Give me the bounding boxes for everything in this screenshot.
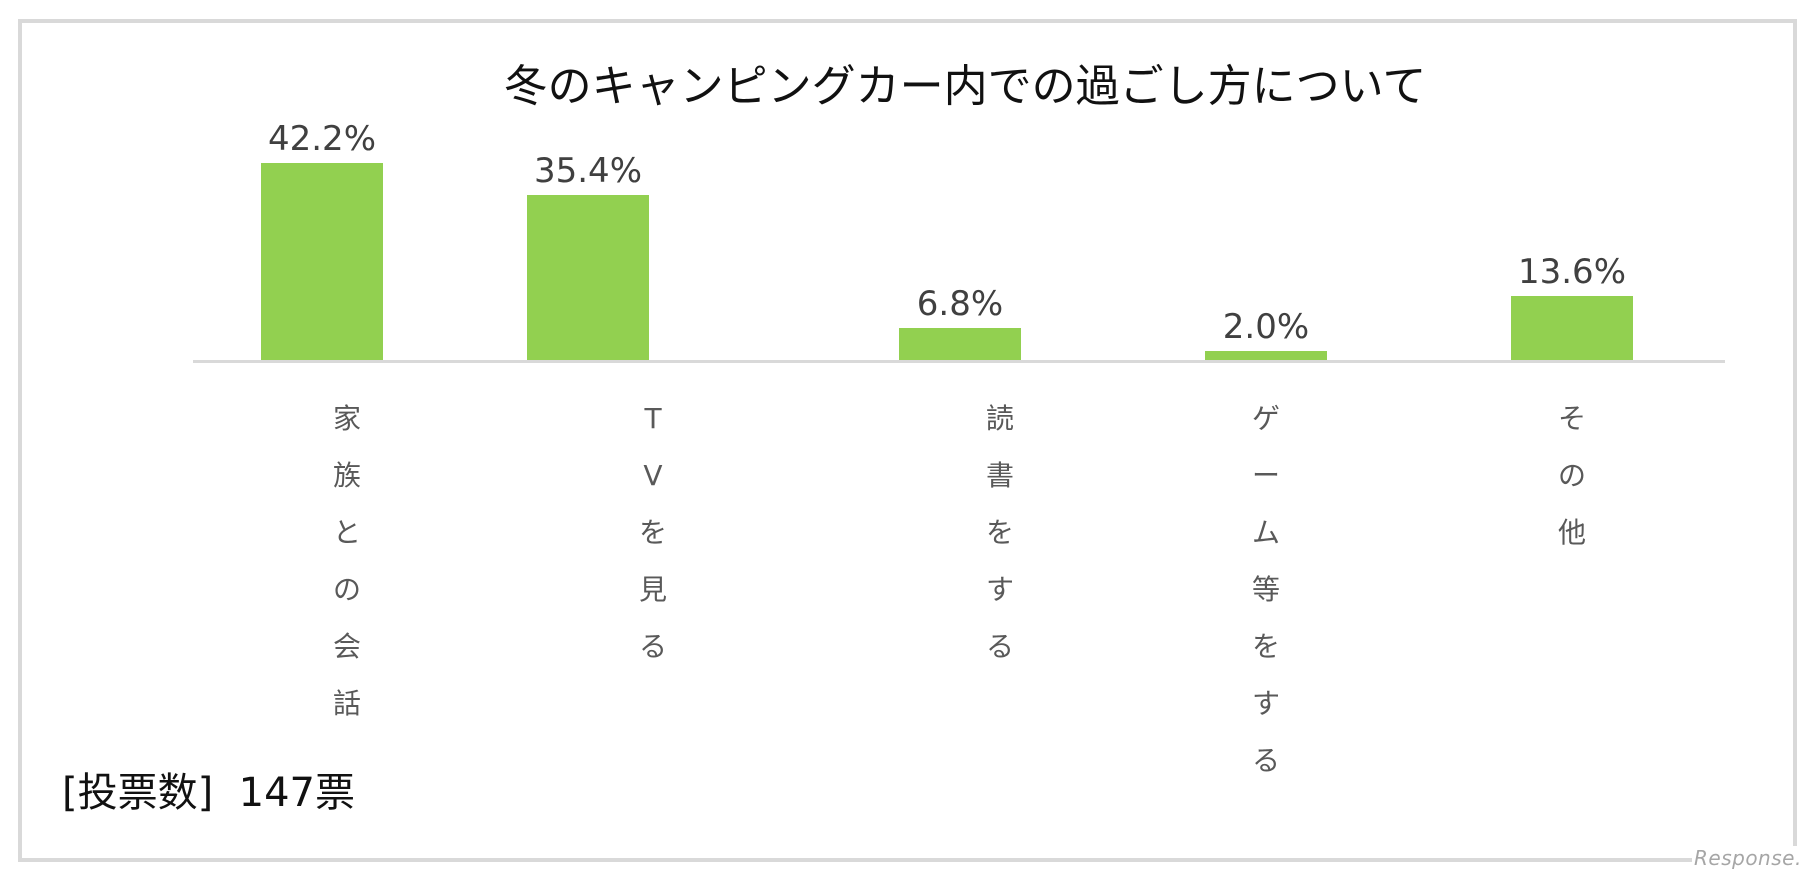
bar	[899, 328, 1021, 360]
bar	[1511, 296, 1633, 360]
category-label-char: 会	[332, 630, 361, 663]
bar	[527, 195, 649, 360]
category-label-char: 書	[985, 459, 1014, 492]
category-label: 読書をする	[970, 390, 1030, 675]
category-label-char: 話	[332, 687, 361, 720]
category-label-char: 等	[1251, 573, 1280, 606]
bar-value-label: 42.2%	[267, 119, 376, 159]
chart-title: 冬のキャンピングカー内での過ごし方について	[503, 61, 1427, 112]
response-watermark: Response.	[1692, 846, 1804, 870]
category-label-char: 家	[332, 402, 361, 435]
bar	[1205, 351, 1327, 360]
category-label-char: す	[985, 573, 1014, 606]
category-label-char: を	[985, 516, 1014, 549]
category-label-char: の	[1557, 459, 1586, 492]
category-label: ゲーム等をする	[1236, 390, 1296, 789]
bar-value-label: 2.0%	[1222, 307, 1310, 347]
category-label-char: の	[332, 573, 361, 606]
bar-value-label: 13.6%	[1517, 252, 1626, 292]
category-label-char: T	[644, 402, 662, 435]
category-label-char: 読	[985, 402, 1014, 435]
category-label: 家族との会話	[317, 390, 377, 732]
vote-count: [投票数] 147票	[62, 770, 355, 816]
category-label-char: V	[643, 459, 663, 492]
category-label-char: 他	[1557, 516, 1586, 549]
category-label-char: そ	[1557, 402, 1586, 435]
chart-frame	[18, 19, 1797, 862]
category-label-char: 見	[638, 573, 667, 606]
category-label-char: と	[332, 516, 361, 549]
category-label-char: す	[1251, 687, 1280, 720]
category-label-char: 族	[332, 459, 361, 492]
category-label-char: を	[1251, 630, 1280, 663]
category-label-char: ー	[1251, 459, 1280, 492]
category-label-char: を	[638, 516, 667, 549]
category-label-char: る	[985, 630, 1014, 663]
category-label-char: る	[638, 630, 667, 663]
category-label: その他	[1542, 390, 1602, 561]
bar-value-label: 6.8%	[916, 284, 1004, 324]
category-label-char: ム	[1251, 516, 1280, 549]
bar-value-label: 35.4%	[533, 151, 642, 191]
x-axis-line	[193, 360, 1725, 363]
category-label-char: ゲ	[1251, 402, 1280, 435]
category-label-char: る	[1251, 744, 1280, 777]
bar	[261, 163, 383, 360]
